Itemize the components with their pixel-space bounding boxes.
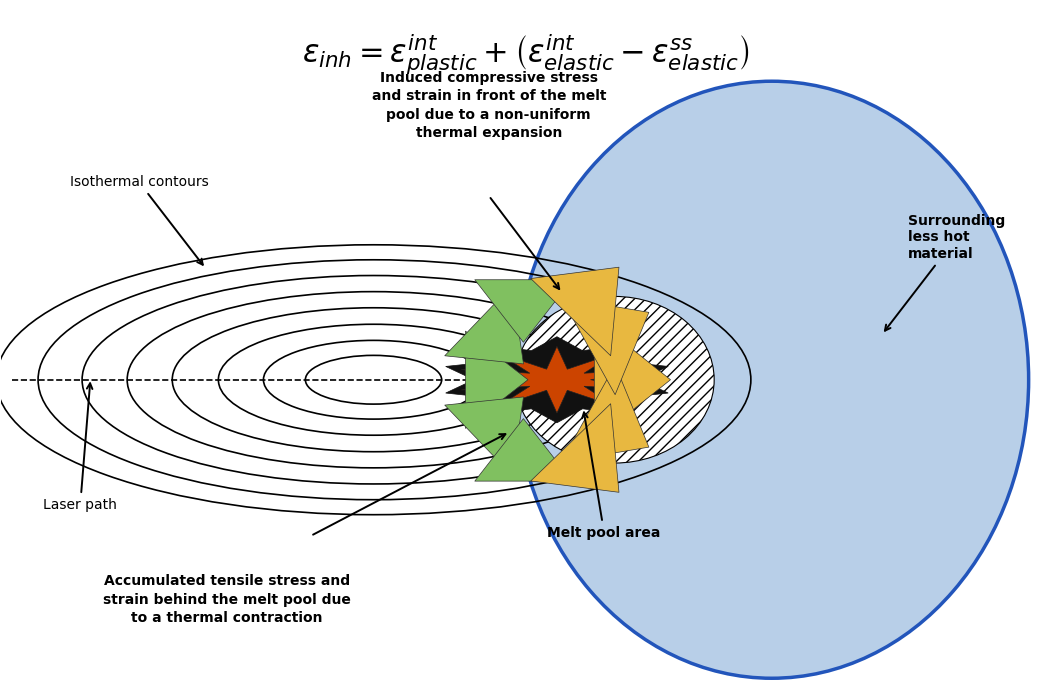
Ellipse shape	[515, 82, 1029, 678]
Text: Isothermal contours: Isothermal contours	[69, 175, 208, 265]
Ellipse shape	[515, 296, 715, 463]
Text: Induced compressive stress
and strain in front of the melt
pool due to a non-uni: Induced compressive stress and strain in…	[372, 71, 606, 140]
Polygon shape	[461, 346, 653, 413]
Text: Accumulated tensile stress and
strain behind the melt pool due
to a thermal cont: Accumulated tensile stress and strain be…	[103, 574, 351, 625]
Text: Laser path: Laser path	[43, 383, 118, 512]
Polygon shape	[446, 337, 668, 423]
Text: Melt pool area: Melt pool area	[548, 413, 661, 539]
Text: Surrounding
less hot
material: Surrounding less hot material	[885, 214, 1006, 330]
Text: $\varepsilon_{inh} = \varepsilon^{int}_{plastic} + \left(\varepsilon^{int}_{elas: $\varepsilon_{inh} = \varepsilon^{int}_{…	[302, 33, 749, 77]
